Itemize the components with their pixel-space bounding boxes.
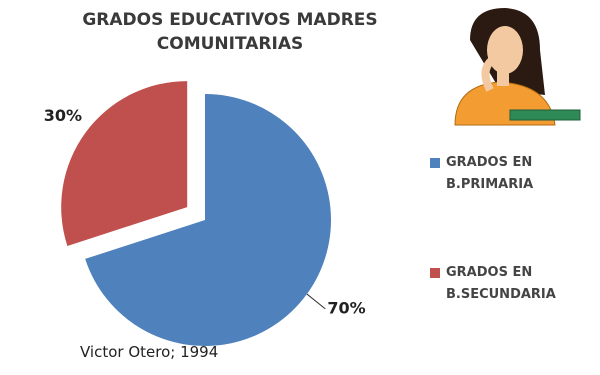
illustration — [454, 8, 581, 126]
pie-slice — [61, 81, 188, 247]
legend-label: GRADOS EN B.SECUNDARIA — [446, 265, 556, 302]
legend-swatch — [430, 158, 440, 168]
legend-swatch — [430, 268, 440, 278]
data-label: 70% — [327, 298, 365, 317]
source-note: Victor Otero; 1994 — [80, 343, 219, 361]
legend-item: GRADOS EN B.SECUNDARIA — [430, 262, 595, 306]
legend-label: GRADOS EN B.PRIMARIA — [446, 155, 534, 192]
data-label: 30% — [44, 106, 82, 125]
chart-title: GRADOS EDUCATIVOS MADRES COMUNITARIAS — [82, 10, 378, 54]
leader-line — [306, 293, 326, 310]
pie-slice — [85, 94, 332, 346]
legend-item: GRADOS EN B.PRIMARIA — [430, 152, 595, 196]
